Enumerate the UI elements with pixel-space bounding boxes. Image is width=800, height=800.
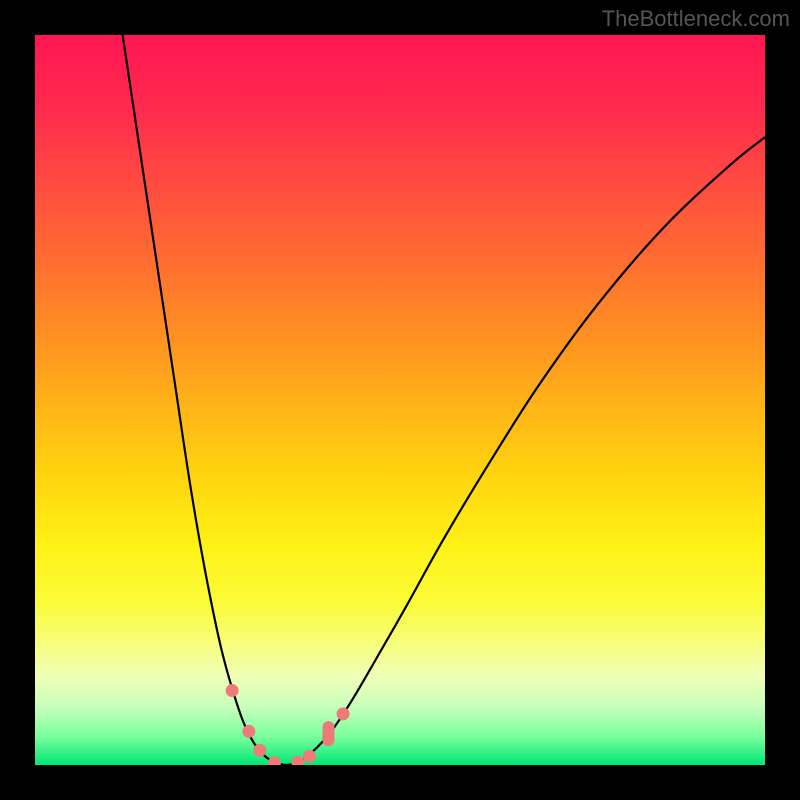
curve-marker	[243, 725, 255, 737]
curve-marker-pill	[323, 722, 334, 746]
bottleneck-chart: TheBottleneck.com	[0, 0, 800, 800]
curve-marker	[254, 744, 266, 756]
chart-svg	[0, 0, 800, 800]
curve-marker	[337, 708, 349, 720]
watermark-label: TheBottleneck.com	[602, 6, 790, 32]
curve-marker	[303, 750, 315, 762]
plot-area	[35, 35, 765, 765]
curve-marker	[226, 685, 238, 697]
